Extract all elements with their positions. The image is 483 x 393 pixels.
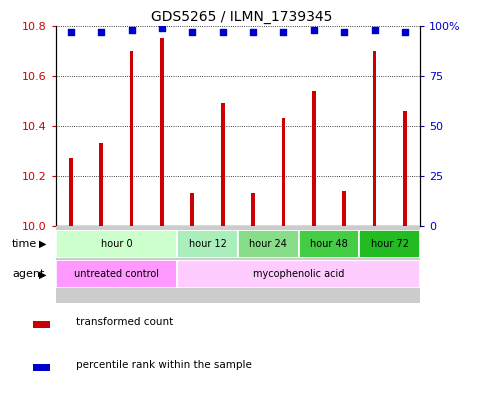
Bar [298, 26, 329, 226]
Text: hour 12: hour 12 [188, 239, 227, 249]
Bar [390, 226, 420, 228]
Text: GDS5265 / ILMN_1739345: GDS5265 / ILMN_1739345 [151, 10, 332, 24]
Bar [221, 103, 225, 226]
Bar [56, 230, 177, 258]
Bar [268, 226, 298, 228]
Bar [116, 26, 147, 226]
Bar [238, 26, 268, 226]
Point [341, 28, 348, 35]
Bar [329, 226, 359, 228]
Bar [208, 226, 238, 303]
Bar [342, 191, 346, 226]
Point [310, 26, 318, 33]
Bar [177, 260, 420, 288]
Text: untreated control: untreated control [74, 269, 159, 279]
Bar [33, 321, 50, 328]
Bar [177, 230, 238, 258]
Bar [298, 230, 359, 258]
Text: time: time [12, 239, 37, 249]
Bar [238, 230, 298, 258]
Bar [359, 26, 390, 226]
Bar [329, 226, 359, 303]
Bar [177, 26, 208, 226]
Text: hour 48: hour 48 [310, 239, 348, 249]
Point [280, 28, 287, 35]
Bar [177, 226, 208, 303]
Bar [208, 226, 238, 228]
Text: ▶: ▶ [39, 239, 46, 249]
Bar [190, 193, 194, 226]
Text: percentile rank within the sample: percentile rank within the sample [76, 360, 252, 370]
Point [158, 24, 166, 31]
Bar [390, 226, 420, 303]
Text: transformed count: transformed count [76, 317, 173, 327]
Bar [298, 226, 329, 303]
Bar [86, 226, 116, 303]
Bar [69, 158, 72, 226]
Text: ▶: ▶ [39, 269, 46, 279]
Bar [390, 26, 420, 226]
Bar [56, 226, 86, 228]
Text: agent: agent [12, 269, 44, 279]
Bar [177, 226, 208, 228]
Bar [359, 226, 390, 303]
Bar [403, 111, 407, 226]
Bar [329, 26, 359, 226]
Bar [33, 364, 50, 371]
Bar [251, 193, 255, 226]
Point [67, 28, 74, 35]
Bar [359, 230, 420, 258]
Bar [56, 260, 177, 288]
Point [371, 26, 379, 33]
Text: hour 72: hour 72 [371, 239, 409, 249]
Bar [208, 26, 238, 226]
Point [188, 28, 196, 35]
Bar [147, 226, 177, 228]
Bar [56, 226, 86, 303]
Bar [312, 91, 316, 226]
Bar [99, 143, 103, 226]
Point [401, 28, 409, 35]
Bar [160, 38, 164, 226]
Bar [147, 226, 177, 303]
Bar [238, 226, 268, 303]
Bar [56, 26, 86, 226]
Point [219, 28, 227, 35]
Point [249, 28, 257, 35]
Bar [268, 226, 298, 303]
Bar [147, 26, 177, 226]
Bar [116, 226, 147, 228]
Bar [116, 226, 147, 303]
Bar [282, 118, 285, 226]
Text: hour 0: hour 0 [100, 239, 132, 249]
Bar [298, 226, 329, 228]
Text: hour 24: hour 24 [249, 239, 287, 249]
Text: mycophenolic acid: mycophenolic acid [253, 269, 344, 279]
Point [128, 26, 135, 33]
Bar [130, 51, 133, 226]
Bar [373, 51, 376, 226]
Bar [268, 26, 298, 226]
Bar [238, 226, 268, 228]
Bar [86, 26, 116, 226]
Bar [359, 226, 390, 228]
Point [97, 28, 105, 35]
Bar [86, 226, 116, 228]
